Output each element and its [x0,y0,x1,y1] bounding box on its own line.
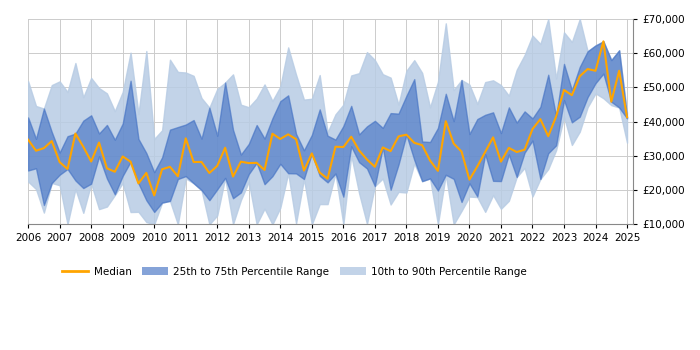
Legend: Median, 25th to 75th Percentile Range, 10th to 90th Percentile Range: Median, 25th to 75th Percentile Range, 1… [58,262,531,281]
